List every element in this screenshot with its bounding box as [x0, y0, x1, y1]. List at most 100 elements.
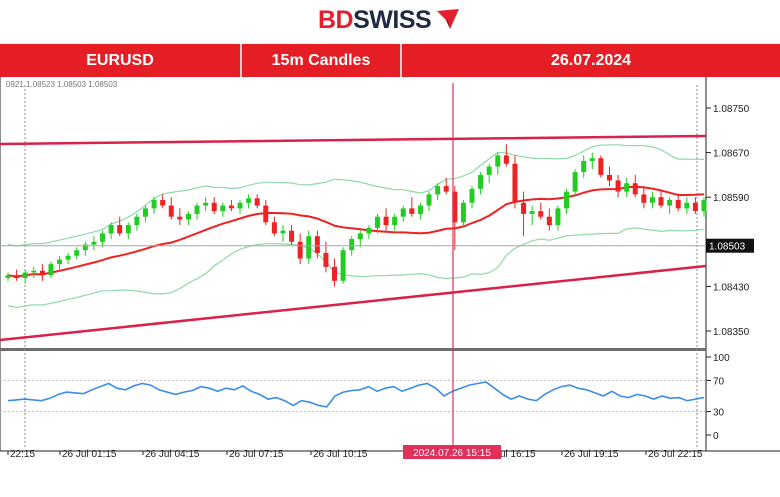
candle-body	[211, 202, 217, 212]
candle-body	[177, 216, 183, 220]
crosshair-time-label: 2024.07.26 15:15	[413, 448, 491, 459]
brand-logo: BDSWISS	[318, 6, 459, 34]
brand-flag-icon	[437, 9, 459, 29]
moving-average	[7, 185, 705, 278]
candle-body	[667, 199, 673, 206]
candle-body	[469, 188, 475, 203]
candle-body	[684, 202, 690, 209]
rsi-tick-label: 0	[713, 431, 719, 442]
rsi-tick-label: 30	[713, 408, 725, 419]
moving-average-line	[7, 185, 705, 278]
candle-body	[14, 275, 20, 279]
candle-body	[374, 216, 380, 228]
candle-body	[606, 174, 612, 181]
candle-body	[555, 208, 561, 226]
candle-body	[589, 158, 595, 161]
candle-body	[168, 205, 174, 217]
candle-body	[237, 202, 243, 209]
candle-body	[39, 270, 45, 276]
candle-body	[5, 275, 11, 279]
candle-body	[246, 198, 252, 203]
candle-body	[117, 225, 123, 234]
time-tick-label: 26 Jul 04:15	[145, 449, 200, 460]
candle-body	[57, 259, 63, 265]
lower-band	[7, 227, 705, 308]
candle-body	[478, 174, 484, 189]
candle-body	[409, 208, 415, 214]
candle-body	[615, 180, 621, 192]
candle-body	[31, 270, 37, 273]
candle-body	[74, 250, 80, 256]
candle-body	[151, 199, 157, 209]
chart-header: EURUSD 15m Candles 26.07.2024	[0, 44, 780, 77]
price-tick-label: 1.08670	[713, 149, 750, 160]
candle-body	[486, 166, 492, 175]
candle-body	[185, 213, 191, 220]
candle-body	[349, 239, 355, 251]
candle-body	[65, 255, 71, 260]
candle-body	[503, 155, 509, 164]
candle-body	[142, 208, 148, 217]
candle-body	[658, 197, 664, 206]
header-divider	[400, 44, 402, 77]
candle-body	[220, 205, 226, 212]
date-label: 26.07.2024	[550, 52, 632, 69]
chart-canvas[interactable]: 0921 1.08523 1.08503 1.08503 1.08750 1.08…	[0, 77, 780, 492]
candle-body	[641, 194, 647, 203]
candle-body	[598, 158, 604, 175]
rsi-tick-label: 100	[713, 353, 730, 364]
candle-body	[392, 216, 398, 226]
candlesticks	[5, 144, 707, 287]
timeframe-label: 15m Candles	[271, 52, 371, 69]
candle-body	[82, 244, 88, 251]
time-axis: 22:15 26 Jul 01:15 26 Jul 04:15 26 Jul 07:1…	[7, 449, 703, 460]
header-divider	[240, 44, 242, 77]
symbol-label: EURUSD	[86, 52, 154, 69]
candle-body	[701, 199, 707, 212]
price-tick-label: 1.08430	[713, 282, 750, 293]
candle-body	[22, 272, 28, 279]
current-price-box	[706, 238, 754, 253]
time-tick-label: 26 Jul 07:15	[229, 449, 284, 460]
time-tick-label: 26 Jul 01:15	[62, 449, 117, 460]
channel-upper-line	[0, 134, 707, 146]
time-tick-label: 26 Jul 22:15	[648, 449, 703, 460]
candle-body	[564, 191, 570, 209]
candle-body	[297, 241, 303, 259]
candle-body	[400, 208, 406, 217]
candle-body	[529, 211, 535, 214]
brand-name-part2: SWISS	[353, 6, 432, 34]
rsi-line	[7, 381, 705, 408]
candle-body	[100, 233, 106, 242]
candle-body	[280, 230, 286, 234]
time-tick-label: 22:15	[10, 449, 35, 460]
candle-body	[340, 250, 346, 281]
price-axis: 1.08750 1.08670 1.08590 1.08430 1.08350 1.085…	[0, 104, 754, 338]
candle-body	[675, 199, 681, 209]
candle-body	[203, 202, 209, 206]
candle-body	[383, 216, 389, 226]
trend-channel	[0, 134, 707, 342]
rsi-tick-label: 70	[713, 376, 725, 387]
time-tick-label: ul 16:15	[500, 449, 536, 460]
candle-body	[160, 199, 166, 206]
price-tick-label: 1.08750	[713, 104, 750, 115]
ohlc-info-line: 0921 1.08523 1.08503 1.08503	[6, 80, 118, 89]
candle-body	[538, 211, 544, 217]
candle-body	[254, 198, 260, 206]
candle-body	[323, 252, 329, 267]
candle-body	[366, 227, 372, 234]
candle-body	[460, 202, 466, 223]
candle-body	[332, 266, 338, 281]
candle-body	[134, 216, 140, 226]
candle-body	[417, 205, 423, 214]
price-chart[interactable]: 0921 1.08523 1.08503 1.08503 1.08750 1.08…	[0, 77, 780, 492]
candle-body	[426, 194, 432, 206]
candle-body	[271, 222, 277, 234]
candle-body	[435, 186, 441, 195]
candle-body	[289, 230, 295, 242]
price-tick-label: 1.08350	[713, 327, 750, 338]
pane-separator	[0, 348, 706, 351]
candle-body	[495, 155, 501, 167]
candle-body	[357, 233, 363, 240]
